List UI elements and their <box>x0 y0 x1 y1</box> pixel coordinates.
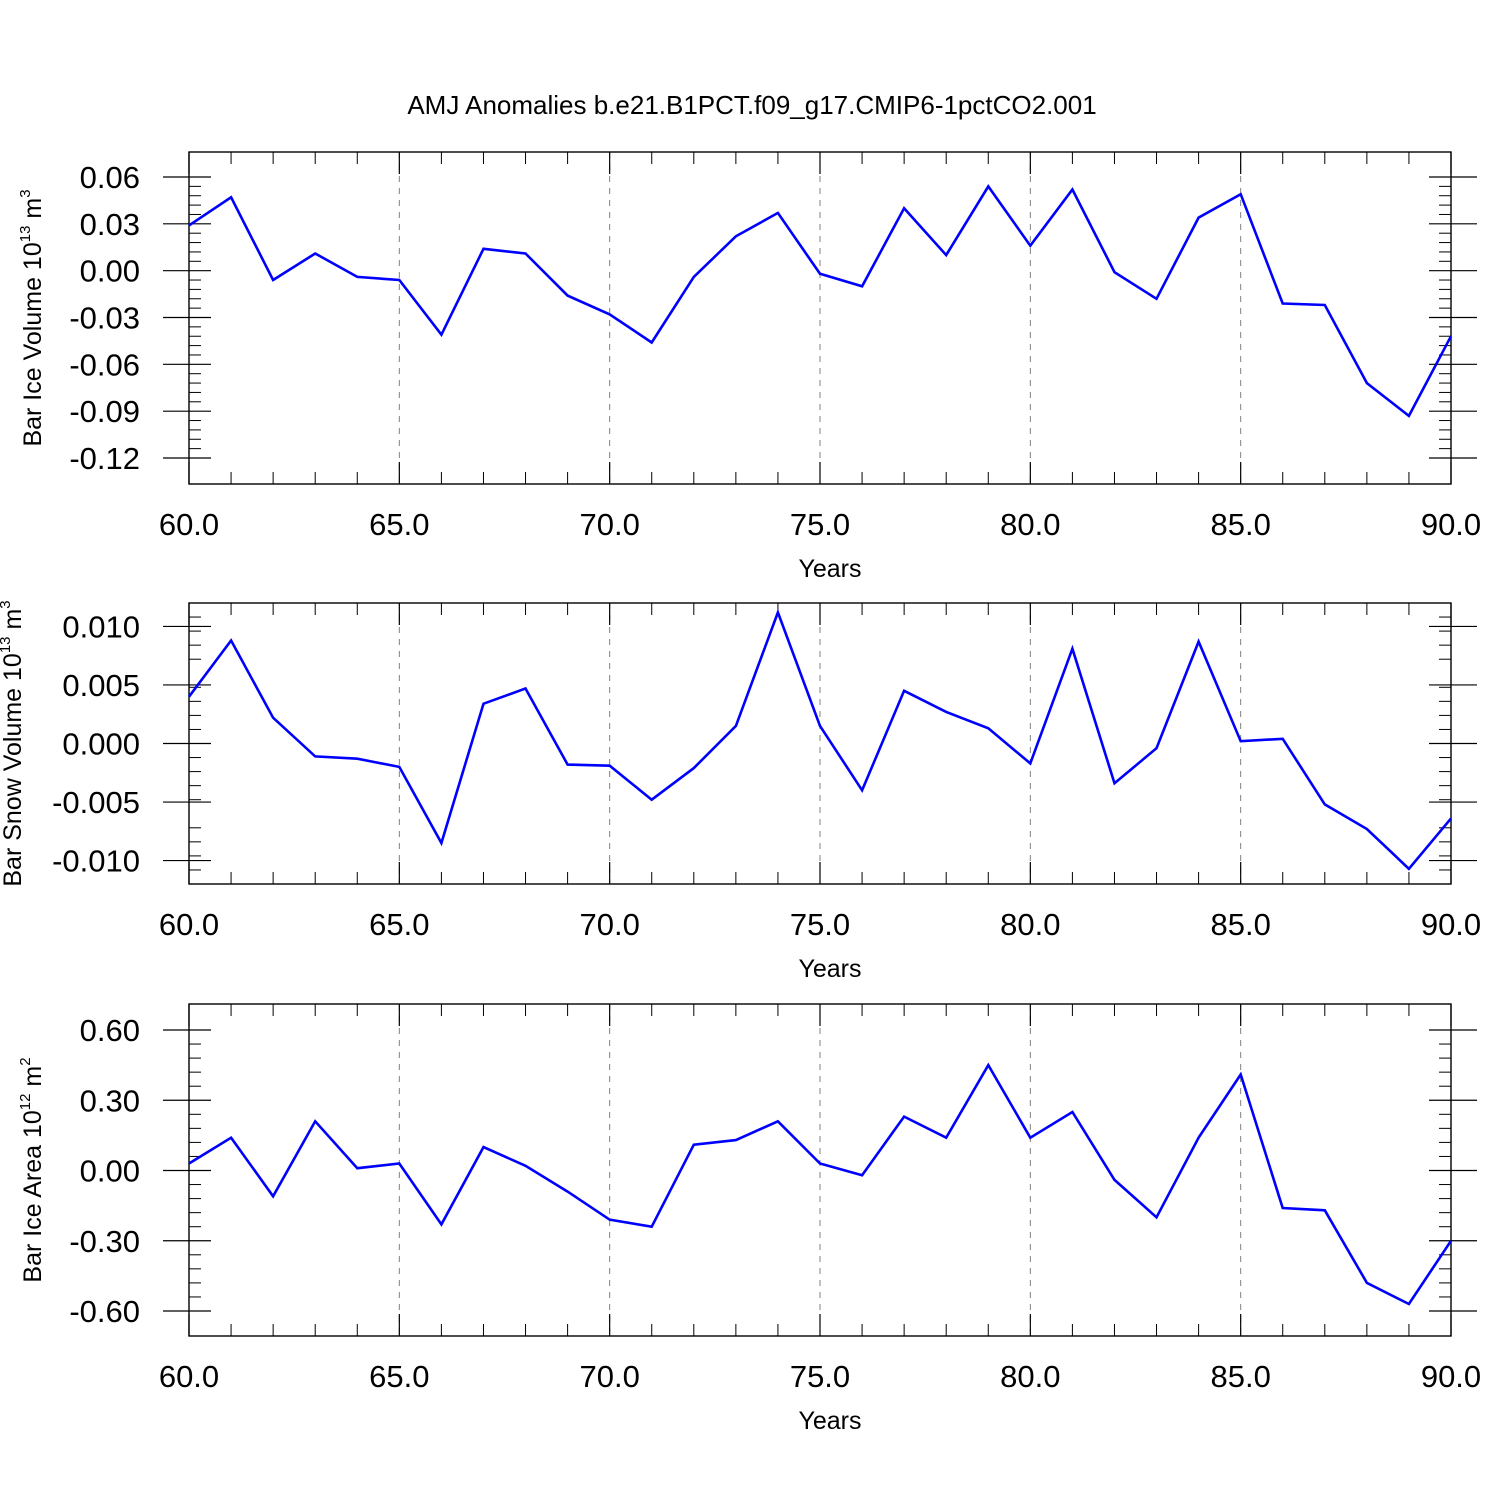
y-tick-label: 0.00 <box>80 254 140 289</box>
y-tick-label: -0.09 <box>69 394 140 429</box>
x-tick-label: 65.0 <box>369 507 429 542</box>
x-tick-label: 80.0 <box>1000 507 1060 542</box>
x-tick-label: 80.0 <box>1000 907 1060 942</box>
y-axis-title: Bar Ice Area 1012 m2 <box>17 1057 47 1282</box>
x-tick-label: 70.0 <box>579 507 639 542</box>
y-tick-label: -0.12 <box>69 441 140 476</box>
x-tick-label: 70.0 <box>579 907 639 942</box>
data-line <box>188 1062 1453 1306</box>
data-line <box>188 184 1453 418</box>
y-tick-label: 0.60 <box>80 1013 140 1048</box>
y-tick-label: 0.00 <box>80 1154 140 1189</box>
x-axis-title: Years <box>798 1407 861 1435</box>
y-tick-label: 0.005 <box>62 668 140 703</box>
x-tick-label: 75.0 <box>790 907 850 942</box>
x-axis-title: Years <box>798 555 861 583</box>
x-tick-label: 65.0 <box>369 907 429 942</box>
y-tick-label: 0.06 <box>80 160 140 195</box>
y-tick-label: -0.03 <box>69 301 140 336</box>
x-tick-label: 60.0 <box>159 1359 219 1394</box>
x-tick-label: 80.0 <box>1000 1359 1060 1394</box>
data-line <box>187 608 1452 871</box>
x-tick-label: 90.0 <box>1421 1359 1481 1394</box>
x-tick-label: 60.0 <box>159 907 219 942</box>
panel-bar-ice-volume: 60.0 65.0 70.0 75.0 80.0 85.0 90.0 0.06 0.03 0.00… <box>17 151 1481 583</box>
x-tick-label: 75.0 <box>790 1359 850 1394</box>
y-tick-label: 0.03 <box>80 207 140 242</box>
y-axis-title: Bar Ice Volume 1013 m3 <box>17 189 47 446</box>
y-tick-label: 0.000 <box>62 727 140 762</box>
panel-bar-ice-area: 60.0 65.0 70.0 75.0 80.0 85.0 90.0 0.60 0.30 0.00… <box>17 1003 1481 1435</box>
x-tick-label: 70.0 <box>579 1359 639 1394</box>
y-tick-label: -0.06 <box>69 347 140 382</box>
y-tick-label: 0.30 <box>80 1083 140 1118</box>
x-tick-label: 85.0 <box>1210 507 1270 542</box>
y-axis-title: Bar Snow Volume 1013 m3 <box>0 600 27 886</box>
x-tick-label: 90.0 <box>1421 907 1481 942</box>
x-tick-label: 85.0 <box>1210 907 1270 942</box>
y-tick-label: -0.60 <box>69 1294 140 1329</box>
y-tick-label: -0.005 <box>52 785 140 820</box>
x-tick-label: 75.0 <box>790 507 850 542</box>
chart-title: AMJ Anomalies b.e21.B1PCT.f09_g17.CMIP6-… <box>407 90 1096 120</box>
y-tick-label: -0.010 <box>52 844 140 879</box>
x-tick-label: 90.0 <box>1421 507 1481 542</box>
x-tick-label: 65.0 <box>369 1359 429 1394</box>
y-tick-label: 0.010 <box>62 609 140 644</box>
x-tick-label: 85.0 <box>1210 1359 1270 1394</box>
y-tick-label: -0.30 <box>69 1224 140 1259</box>
panel-bar-snow-volume: 60.0 65.0 70.0 75.0 80.0 85.0 90.0 0.010 0.005 0.… <box>0 600 1481 983</box>
plot-frame <box>188 602 1452 885</box>
x-axis-title: Years <box>798 955 861 983</box>
x-tick-label: 60.0 <box>159 507 219 542</box>
